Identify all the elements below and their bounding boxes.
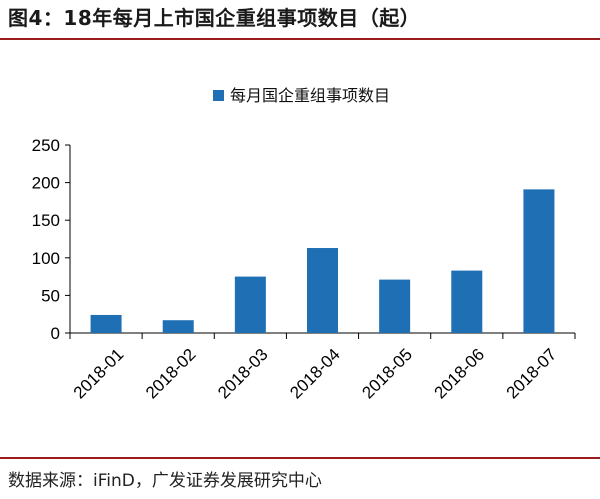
- x-tick-label: 2018-03: [214, 345, 272, 403]
- bar: [379, 279, 411, 333]
- x-tick-label: 2018-05: [358, 345, 416, 403]
- figure-title: 图4：18年每月上市国企重组事项数目（起）: [8, 6, 421, 30]
- bar: [90, 314, 122, 333]
- y-tick-label: 250: [32, 136, 60, 155]
- x-tick-label: 2018-06: [431, 345, 489, 403]
- y-tick-label: 150: [32, 211, 60, 230]
- bars: [90, 189, 555, 333]
- x-tick-label: 2018-02: [142, 345, 200, 403]
- title-rule: [0, 38, 600, 40]
- source-note: 数据来源：iFinD，广发证券发展研究中心: [8, 471, 322, 491]
- y-axis: 0 50 100 150 200 250: [32, 136, 71, 343]
- y-tick-label: 100: [32, 249, 60, 268]
- y-tick-label: 200: [32, 174, 60, 193]
- x-tick-label: 2018-07: [503, 345, 561, 403]
- y-tick-label: 0: [51, 324, 60, 343]
- x-tick-label: 2018-01: [70, 345, 128, 403]
- x-axis: 2018-01 2018-02 2018-03 2018-04 2018-05 2018-…: [69, 332, 576, 403]
- bar: [162, 320, 194, 333]
- footer-rule: [0, 457, 600, 459]
- legend: 每月国企重组事项数目: [213, 86, 390, 105]
- bar: [451, 270, 483, 333]
- bar: [523, 189, 555, 333]
- bar: [234, 276, 266, 333]
- x-tick-label: 2018-04: [286, 345, 344, 403]
- bar: [307, 248, 338, 333]
- legend-label: 每月国企重组事项数目: [230, 86, 390, 105]
- legend-swatch: [213, 90, 224, 101]
- y-tick-label: 50: [41, 286, 60, 305]
